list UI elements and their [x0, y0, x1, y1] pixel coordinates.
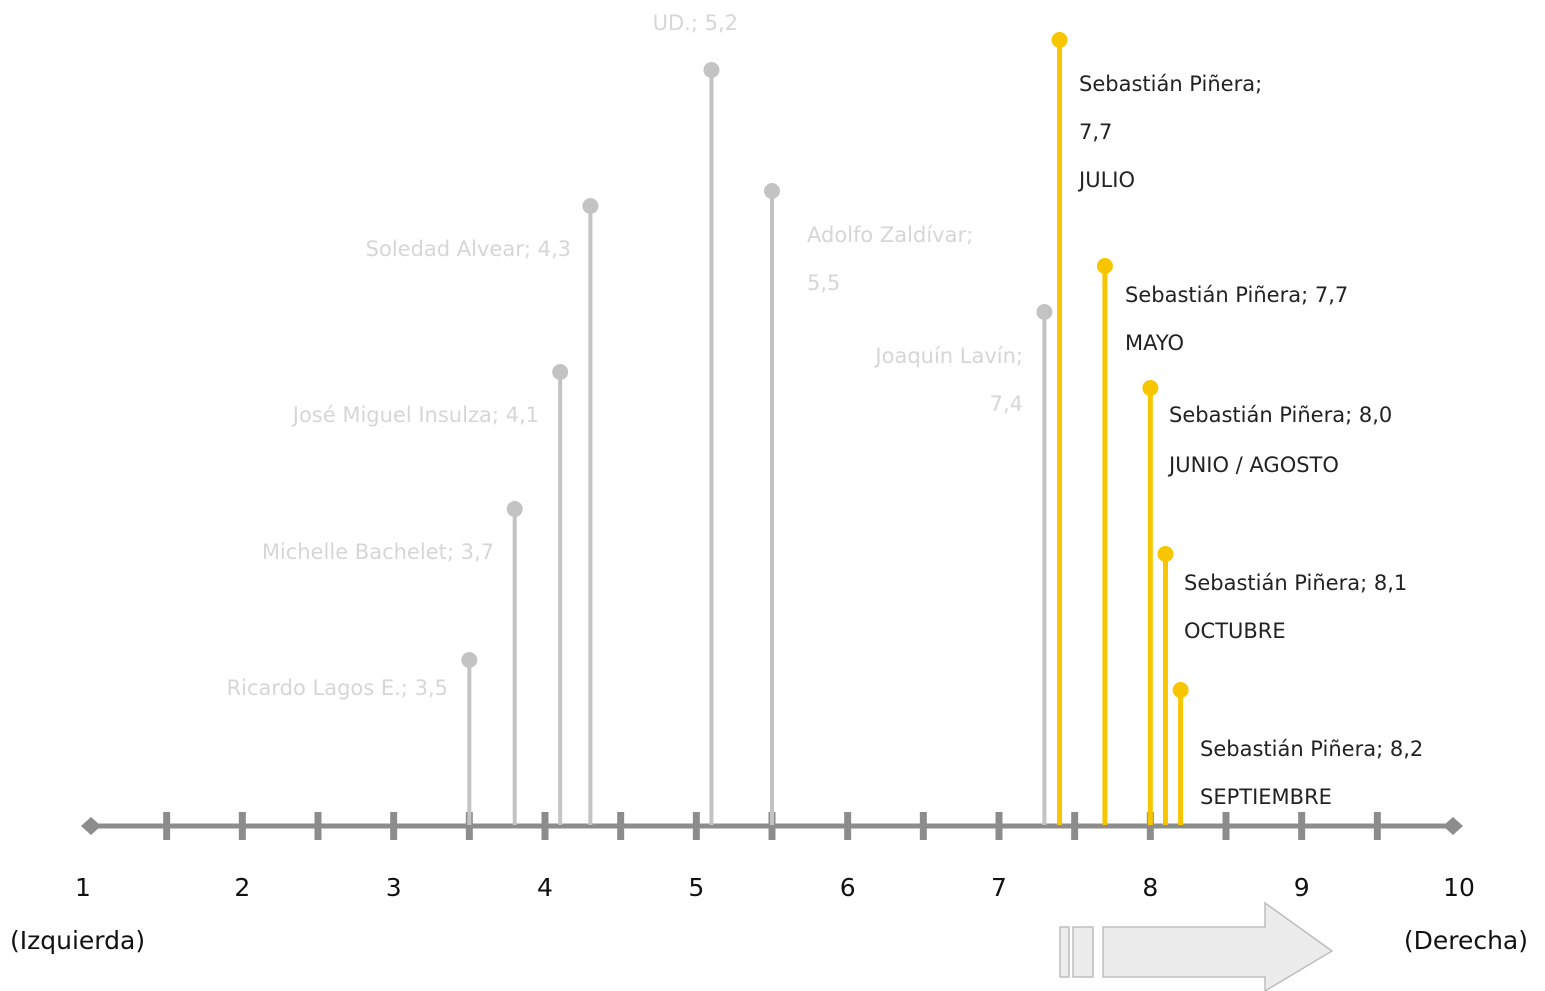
gray-point	[552, 364, 569, 380]
point-label-11-line-1: Sebastián Piñera; 8,1	[1184, 571, 1407, 595]
point-label-9-line-2: MAYO	[1125, 331, 1184, 355]
highlight-point	[1142, 380, 1159, 396]
right-arrow-icon	[1102, 901, 1334, 991]
x-tick-label: 10	[1443, 873, 1475, 902]
point-label-7-line-1: Joaquín Lavín;	[873, 344, 1023, 368]
point-label-6-line-2: 5,5	[807, 271, 840, 295]
point-label-3-line-1: José Miguel Insulza; 4,1	[291, 403, 539, 427]
x-tick-label: 7	[991, 873, 1007, 902]
x-tick-label: 4	[537, 873, 553, 902]
arrow-stripe-1	[1059, 926, 1070, 978]
point-label-10-line-2: JUNIO / AGOSTO	[1167, 453, 1339, 477]
gray-point	[703, 62, 720, 78]
point-label-2-line-1: Michelle Bachelet; 3,7	[262, 540, 494, 564]
x-tick-label: 8	[1142, 873, 1158, 902]
gray-point	[764, 183, 780, 199]
gray-point	[582, 198, 599, 214]
axis-left-diamond-icon	[81, 817, 101, 835]
point-label-12-line-2: SEPTIEMBRE	[1200, 785, 1332, 809]
point-label-8-line-2: 7,7	[1079, 120, 1112, 144]
right-axis-label: (Derecha)	[1404, 926, 1528, 955]
point-label-7-line-2: 7,4	[990, 392, 1023, 416]
point-label-10-line-1: Sebastián Piñera; 8,0	[1169, 403, 1392, 427]
point-label-6-line-1: Adolfo Zaldívar;	[807, 223, 973, 247]
point-label-8-line-1: Sebastián Piñera;	[1079, 72, 1262, 96]
x-tick-label: 3	[386, 873, 402, 902]
lollipop-stems	[461, 32, 1189, 825]
arrow-stripe-2	[1072, 926, 1094, 978]
x-tick-label: 9	[1294, 873, 1310, 902]
gray-point	[506, 501, 523, 517]
axis-right-diamond-icon	[1443, 817, 1463, 835]
point-label-8-line-3: JULIO	[1077, 168, 1135, 192]
point-label-5-line-1: UD.; 5,2	[653, 11, 738, 35]
point-label-4-line-1: Soledad Alvear; 4,3	[366, 237, 571, 261]
highlight-point	[1157, 546, 1174, 562]
x-axis: 1 2 3 4 5 6 7 8 9 10	[75, 812, 1475, 902]
highlight-point	[1172, 682, 1189, 698]
point-label-9-line-1: Sebastián Piñera; 7,7	[1125, 283, 1348, 307]
point-label-12-line-1: Sebastián Piñera; 8,2	[1200, 737, 1423, 761]
x-tick-label: 5	[688, 873, 704, 902]
point-labels: Ricardo Lagos E.; 3,5 Michelle Bachelet; …	[227, 11, 1424, 809]
gray-point	[1036, 304, 1053, 320]
highlight-point	[1096, 258, 1113, 274]
highlight-point	[1051, 32, 1068, 48]
x-tick-label: 2	[234, 873, 250, 902]
x-tick-label: 6	[840, 873, 856, 902]
point-label-11-line-2: OCTUBRE	[1184, 619, 1286, 643]
x-tick-label: 1	[75, 873, 91, 902]
left-axis-label: (Izquierda)	[10, 926, 145, 955]
point-label-1-line-1: Ricardo Lagos E.; 3,5	[227, 676, 448, 700]
gray-point	[461, 652, 478, 668]
direction-arrow-group	[1059, 901, 1334, 991]
